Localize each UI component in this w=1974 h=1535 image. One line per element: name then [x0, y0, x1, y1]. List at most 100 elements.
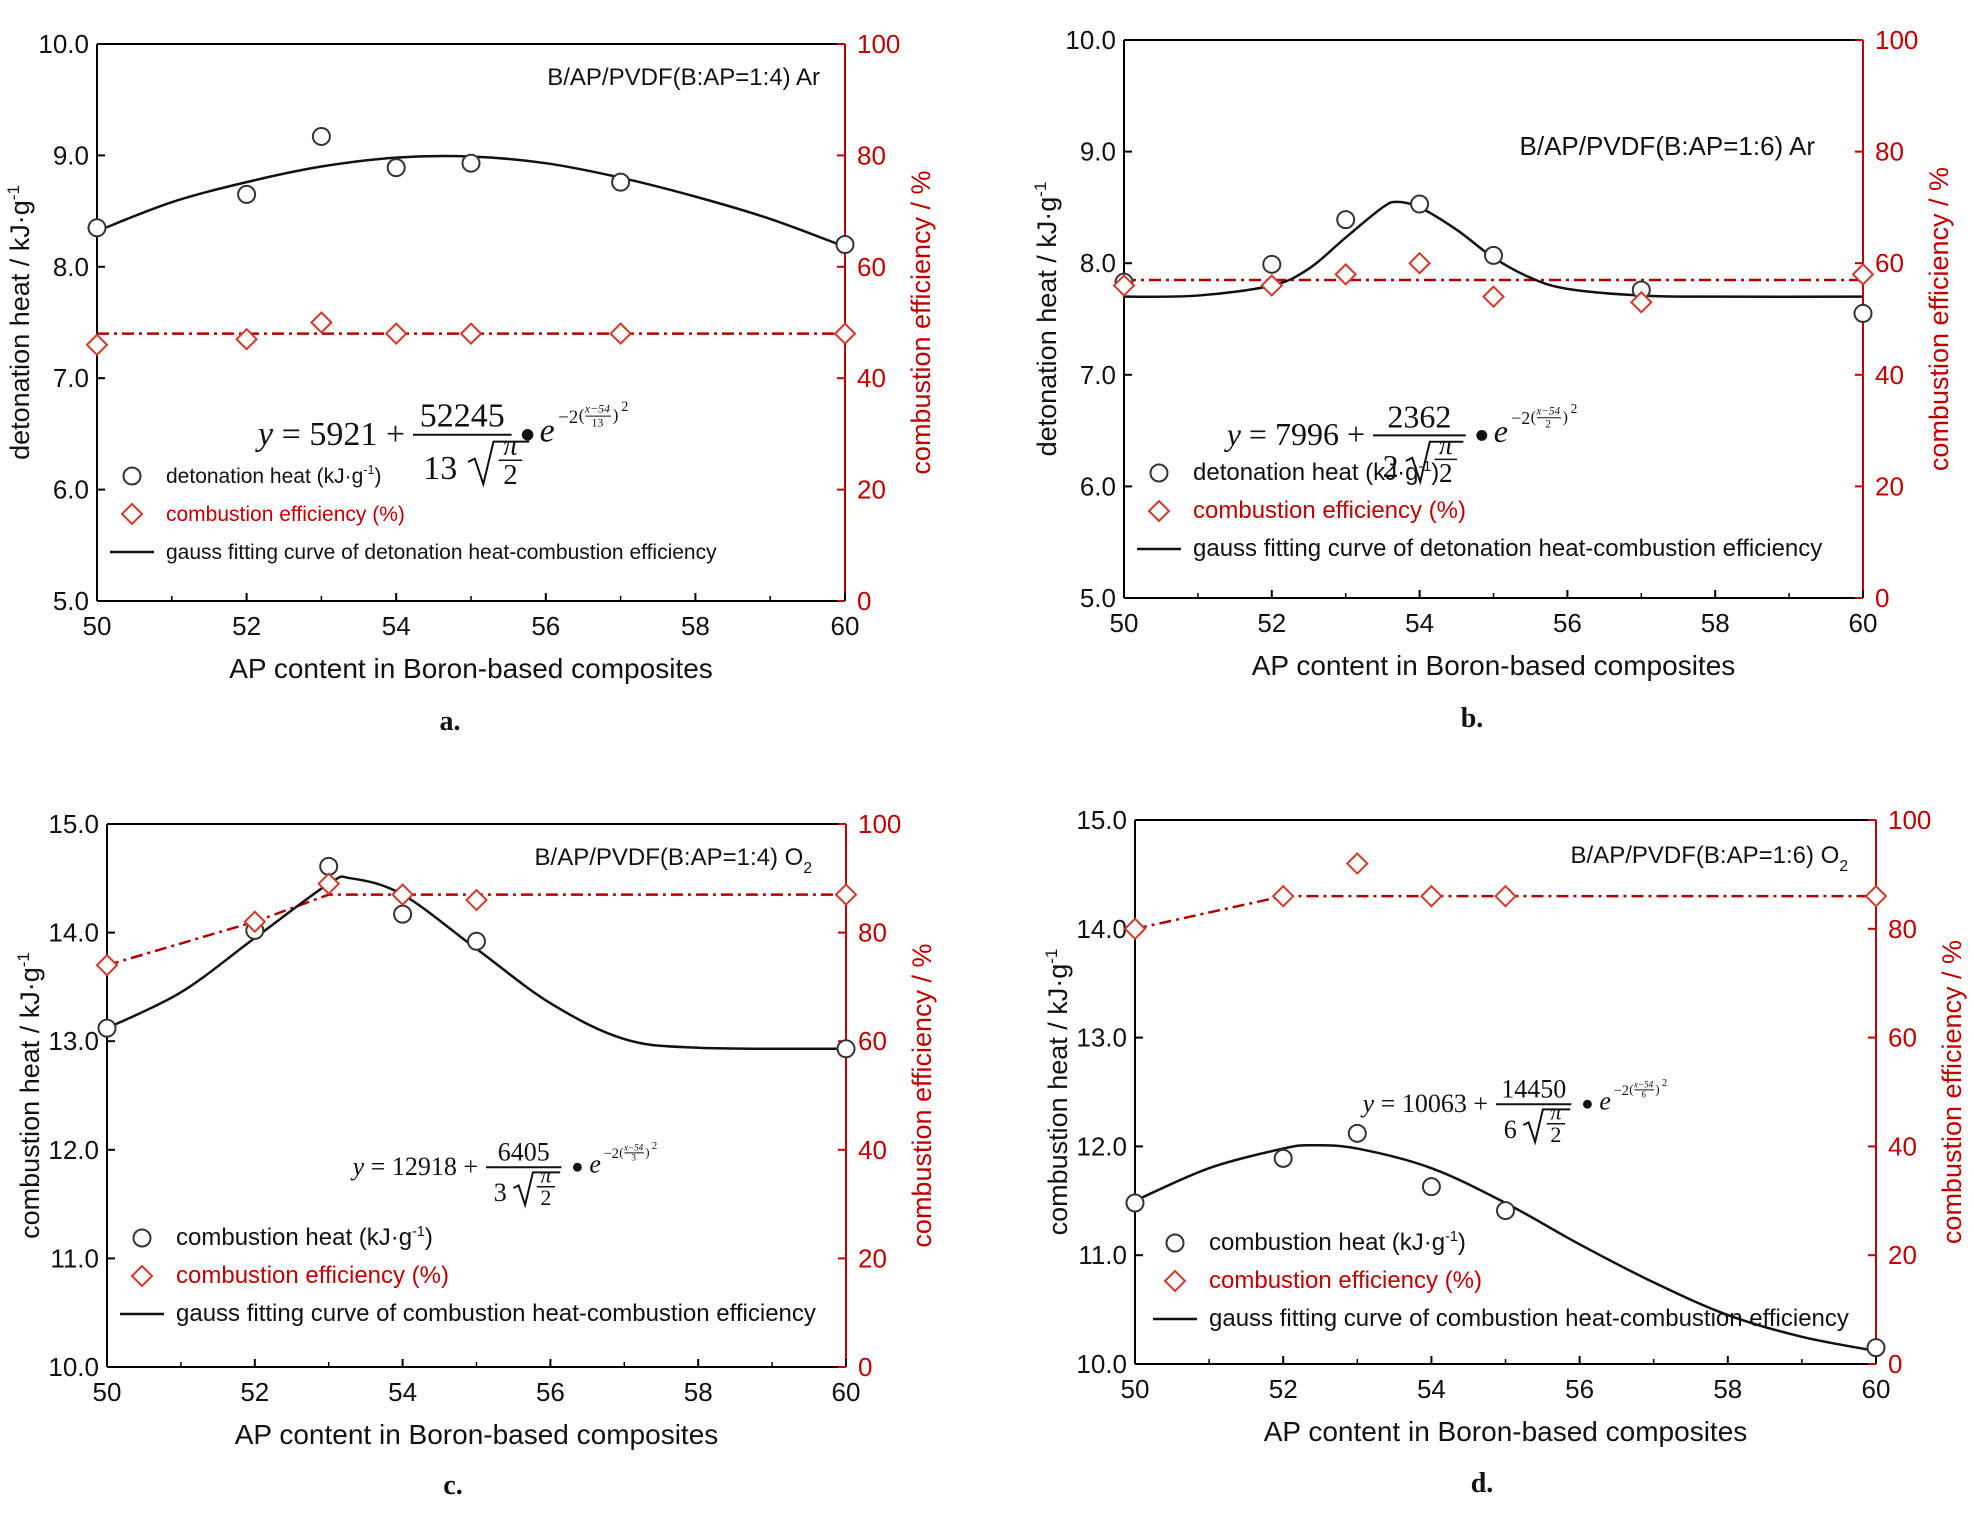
- x-tick-label: 56: [531, 611, 560, 641]
- legend-circle-marker: [122, 466, 142, 486]
- x-tick-label: 56: [1565, 1374, 1594, 1404]
- equation-exponent-denominator: 3: [631, 1153, 636, 1163]
- y-tick-label: 15.0: [48, 809, 99, 839]
- legend-label-superscript: -1: [1445, 1229, 1458, 1245]
- equation-sqrt-sign: [1405, 440, 1464, 486]
- y-axis-title-superscript: -1: [1042, 949, 1061, 964]
- y2-tick-label: 60: [1888, 1023, 1917, 1053]
- heat-data-point: [836, 1039, 856, 1059]
- equation-two: 2: [1439, 458, 1453, 488]
- chart-panel-a: 50 52 54 56 58 60 5.0 6.0 7.0 8.0 9.0 10.0 0 20 40 60 80…: [4, 29, 936, 737]
- panel-label: c.: [443, 1470, 462, 1501]
- y-tick-label: 6.0: [1080, 471, 1116, 501]
- efficiency-data-point: [1864, 884, 1888, 908]
- legend-diamond-marker: [1147, 499, 1171, 523]
- x-tick-label: 50: [1110, 608, 1139, 638]
- x-tick-label: 60: [1849, 608, 1878, 638]
- heat-data-point: [1496, 1201, 1515, 1221]
- y-tick-label: 6.0: [53, 475, 89, 505]
- equation-exponent-numerator: x−54: [623, 1142, 644, 1152]
- y2-tick-label: 100: [858, 809, 901, 839]
- y-tick-label: 5.0: [53, 586, 89, 616]
- y-tick-label: 9.0: [1080, 137, 1116, 167]
- y2-tick-label: 60: [1875, 248, 1904, 278]
- legend-label: detonation heat (kJ·g-1): [1193, 459, 1439, 486]
- y-tick-label: 8.0: [1080, 248, 1116, 278]
- chart-panel-d: 50 52 54 56 58 60 10.0 11.0 12.0 13.0 14.0 15.0 0 20 4…: [1042, 805, 1967, 1499]
- y-axis-title: combustion heat / kJ·g-1: [1042, 949, 1073, 1236]
- equation-exponent-numerator: x−54: [584, 402, 610, 416]
- legend-label-superscript: -1: [1418, 459, 1431, 475]
- gauss-fit-curve: [106, 875, 847, 1051]
- x-tick-label: 60: [832, 1377, 861, 1407]
- heat-data-point: [311, 126, 331, 146]
- y2-tick-label: 40: [1888, 1131, 1917, 1161]
- equation-lhs-text: = 10063 +: [1374, 1089, 1488, 1118]
- heat-data-point: [1484, 245, 1503, 265]
- heat-data-point: [1347, 1123, 1367, 1143]
- y2-tick-label: 20: [858, 1243, 887, 1273]
- y-axis-title-superscript: -1: [1031, 182, 1050, 197]
- equation-sqrt-sign: [467, 440, 530, 488]
- efficiency-data-point: [1482, 285, 1505, 309]
- x-tick-label: 52: [240, 1377, 269, 1407]
- y-tick-label: 11.0: [50, 1243, 99, 1273]
- legend-label-suffix: ): [425, 1224, 433, 1251]
- x-tick-label: 56: [536, 1377, 565, 1407]
- efficiency-data-point: [459, 322, 483, 346]
- chart-title: B/AP/PVDF(B:AP=1:6) Ar: [1520, 131, 1816, 161]
- heat-data-point: [386, 158, 406, 178]
- equation-denominator-width: 13: [423, 450, 457, 487]
- equation-numerator: 2362: [1387, 398, 1451, 434]
- y2-tick-label: 40: [858, 1135, 887, 1165]
- legend-circle-marker: [132, 1228, 152, 1248]
- y-axis-title: detonation heat / kJ·g-1: [1031, 182, 1062, 457]
- x-tick-label: 52: [232, 611, 261, 641]
- y2-tick-label: 80: [857, 140, 886, 170]
- legend-label: gauss fitting curve of detonation heat-c…: [166, 541, 717, 564]
- equation-dot: [572, 1162, 582, 1172]
- legend-label-superscript: -1: [363, 463, 374, 477]
- legend-diamond-marker: [130, 1264, 154, 1288]
- y2-axis-title: combustion efficiency / %: [1937, 940, 1967, 1244]
- chart-panel-c: 50 52 54 56 58 60 10.0 11.0 12.0 13.0 14.0 15.0 0 20 4…: [14, 809, 937, 1501]
- equation-pi: π: [1439, 430, 1454, 460]
- efficiency-data-point: [1334, 262, 1358, 286]
- y2-tick-label: 40: [857, 363, 886, 393]
- y-tick-label: 14.0: [48, 918, 99, 948]
- y2-tick-label: 100: [1875, 25, 1918, 55]
- heat-data-point: [393, 904, 413, 924]
- y2-tick-label: 80: [1875, 137, 1904, 167]
- legend-label-suffix: ): [1458, 1229, 1466, 1256]
- y2-tick-label: 80: [1888, 914, 1917, 944]
- efficiency-data-point: [609, 322, 633, 346]
- chart-title: B/AP/PVDF(B:AP=1:4) O2: [535, 844, 812, 877]
- x-axis-title: AP content in Boron-based composites: [235, 1419, 719, 1450]
- chart-title-subscript: 2: [803, 860, 812, 877]
- efficiency-data-point: [235, 327, 259, 351]
- efficiency-data-point: [243, 910, 267, 934]
- x-tick-label: 58: [1701, 608, 1730, 638]
- equation-lhs-text: = 12918 +: [364, 1152, 478, 1181]
- efficiency-data-point: [1408, 251, 1432, 275]
- chart-panel-b: 50 52 54 56 58 60 5.0 6.0 7.0 8.0 9.0 10.0 0 20 40 60 80…: [1031, 25, 1954, 734]
- y2-axis-title: combustion efficiency / %: [1924, 167, 1954, 471]
- x-axis-title: AP content in Boron-based composites: [229, 653, 713, 684]
- equation-pi: π: [1550, 1099, 1562, 1124]
- efficiency-data-point: [833, 322, 857, 346]
- y-tick-label: 13.0: [1076, 1023, 1127, 1053]
- panel-label: a.: [440, 706, 461, 737]
- heat-data-point: [1336, 210, 1356, 230]
- efficiency-data-point: [1345, 852, 1369, 875]
- equation-numerator: 14450: [1501, 1075, 1566, 1104]
- legend-label-superscript: -1: [412, 1224, 425, 1240]
- legend-circle-marker: [1165, 1233, 1185, 1253]
- y2-tick-label: 60: [857, 252, 886, 282]
- equation-lhs: y = 12918 +: [350, 1152, 478, 1181]
